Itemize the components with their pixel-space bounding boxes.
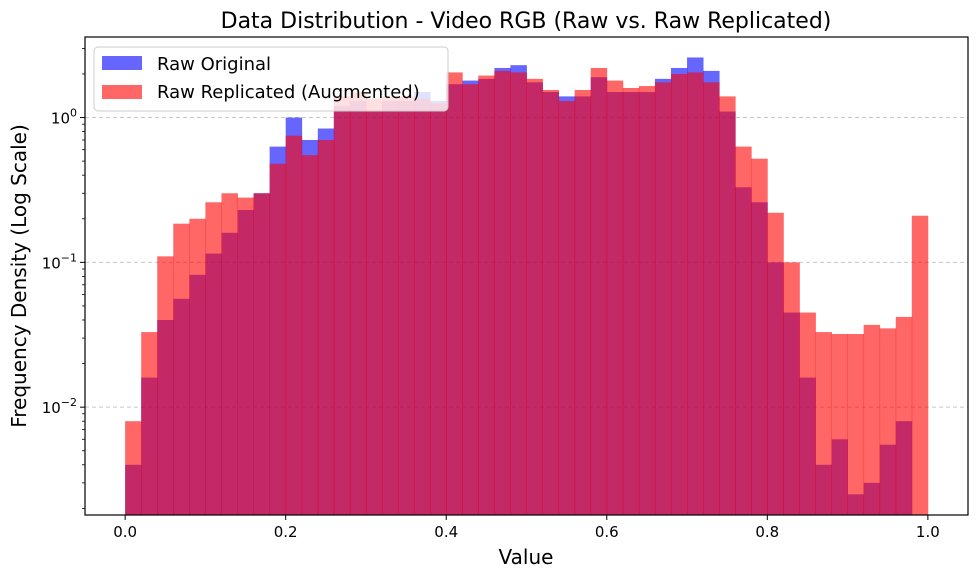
x-tick-label: 0.8 — [755, 523, 779, 541]
bar — [847, 334, 865, 515]
bar — [542, 89, 560, 515]
bar — [398, 96, 415, 515]
bar — [687, 72, 704, 516]
chart-title: Data Distribution - Video RGB (Raw vs. R… — [221, 9, 832, 34]
bar — [751, 158, 768, 515]
bar — [574, 89, 592, 515]
x-axis-ticks: 0.0 0.2 0.4 0.6 0.8 1.0 — [113, 515, 940, 541]
bar — [558, 101, 576, 516]
bar — [815, 332, 832, 515]
bar — [622, 87, 640, 515]
x-tick-label: 0.0 — [113, 523, 137, 541]
bar — [863, 324, 881, 515]
y-tick-label: 100 — [51, 107, 77, 128]
bar — [670, 73, 688, 515]
x-tick-label: 0.2 — [274, 523, 298, 541]
bar — [365, 98, 383, 515]
y-tick-label: 10−1 — [42, 251, 77, 272]
bar — [526, 78, 543, 515]
bar — [333, 96, 351, 515]
bar — [494, 70, 511, 515]
bar — [141, 332, 158, 515]
bar — [911, 215, 929, 515]
bar — [157, 256, 174, 515]
bar — [221, 193, 238, 516]
bar — [189, 218, 206, 516]
bar — [349, 92, 367, 515]
y-tick-label: 10−2 — [42, 396, 77, 417]
y-axis-label: Frequency Density (Log Scale) — [7, 124, 31, 428]
bar — [606, 80, 624, 515]
bar — [703, 82, 720, 515]
legend-swatch-raw-replicated — [102, 85, 142, 99]
bar — [799, 312, 816, 515]
bar — [783, 262, 800, 515]
bar — [719, 96, 736, 515]
bar — [173, 223, 190, 515]
series-1-bars — [125, 67, 929, 516]
bar — [285, 135, 303, 515]
bar — [735, 146, 752, 515]
bar — [590, 67, 608, 515]
x-tick-label: 0.4 — [434, 523, 458, 541]
histogram-bars — [125, 57, 929, 516]
bar — [478, 75, 495, 516]
x-tick-label: 1.0 — [916, 523, 940, 541]
bar — [767, 212, 784, 515]
bar — [414, 98, 431, 515]
bar — [125, 421, 142, 515]
bar — [430, 103, 447, 515]
bar — [317, 139, 335, 515]
bar — [654, 82, 672, 515]
bar — [237, 197, 254, 515]
bar — [446, 72, 463, 516]
bar — [895, 316, 913, 515]
bar — [382, 96, 399, 515]
bar — [301, 155, 319, 516]
bar — [831, 334, 848, 515]
y-axis-ticks: 10−2 10−1 100 — [42, 48, 85, 509]
legend-box — [93, 46, 449, 112]
bar — [638, 86, 656, 515]
x-tick-label: 0.6 — [595, 523, 619, 541]
bar — [879, 328, 897, 515]
bar — [253, 193, 271, 516]
legend: Raw Original Raw Replicated (Augmented) — [93, 46, 449, 112]
x-axis-label: Value — [499, 545, 554, 569]
bar — [205, 202, 222, 515]
legend-label-raw-replicated: Raw Replicated (Augmented) — [157, 82, 420, 103]
bar — [510, 72, 527, 516]
bar — [462, 84, 479, 516]
bar — [269, 163, 287, 516]
legend-label-raw-original: Raw Original — [157, 54, 271, 75]
legend-swatch-raw-original — [102, 56, 142, 70]
